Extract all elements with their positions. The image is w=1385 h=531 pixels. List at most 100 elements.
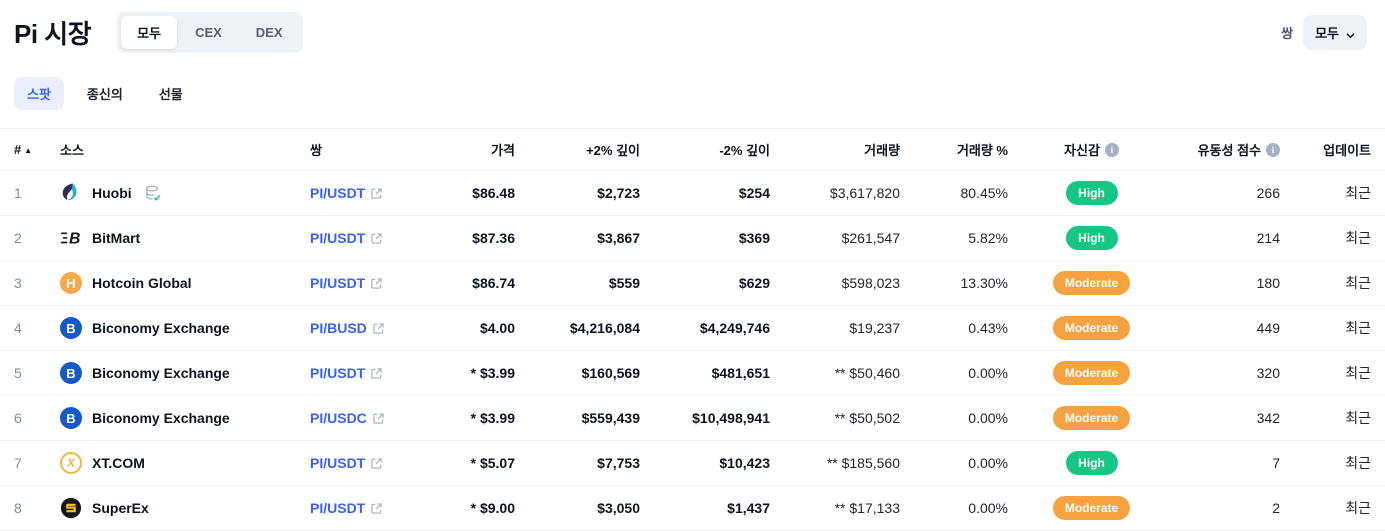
column-confidence[interactable]: 자신감 i [1008,128,1175,171]
updated-cell: 최근 [1280,395,1385,441]
pair-link[interactable]: PI/BUSD [310,320,384,336]
rank-cell: 4 [0,305,60,351]
volume-cell: $598,023 [770,260,900,306]
depth-pos-cell: $3,867 [515,215,640,261]
confidence-badge: Moderate [1052,406,1131,430]
tab-perpetual[interactable]: 종신의 [86,87,123,102]
pair-link[interactable]: PI/USDT [310,185,382,201]
table-header: # ▲ 소스 쌍 가격 +2% 깊이 -2% 깊이 거래량 거래량 % 자신감 i … [0,128,1385,171]
table-row: 8 SuperEx PI/USDT * $9.00 $3,050 $1,437 … [0,485,1385,531]
market-tabs: 스팟 종신의 선물 [0,53,1385,110]
bitmart-logo-icon: B [60,227,82,249]
exchange-name[interactable]: BitMart [92,230,141,246]
liquidity-cell: 2 [1175,485,1280,531]
confidence-badge: High [1065,181,1118,205]
confidence-header-label: 자신감 [1064,143,1100,158]
updated-cell: 최근 [1280,260,1385,306]
pair-label: PI/USDC [310,410,367,426]
updated-cell: 최근 [1280,485,1385,531]
depth-pos-cell: $2,723 [515,170,640,216]
toggle-option-dex[interactable]: DEX [255,25,283,40]
external-link-icon [371,502,382,514]
info-icon[interactable]: i [1266,142,1280,157]
volume-cell: ** $17,133 [770,485,900,531]
exchange-name[interactable]: XT.COM [92,455,145,471]
reserves-data-icon[interactable] [144,185,162,201]
rank-cell: 7 [0,440,60,486]
price-cell: $86.74 [420,260,515,306]
depth-neg-cell: $10,423 [640,440,770,486]
superex-logo-icon [60,497,82,519]
header-right: 쌍 모두 [1281,15,1367,50]
depth-pos-cell: $559 [515,260,640,306]
table-row: 7 X XT.COM PI/USDT * $5.07 $7,753 $10,42… [0,440,1385,486]
updated-cell: 최근 [1280,350,1385,396]
confidence-badge: High [1065,226,1118,250]
rank-cell: 8 [0,485,60,531]
column-price[interactable]: 가격 [420,128,515,171]
pair-label: PI/USDT [310,500,366,516]
volume-cell: ** $50,502 [770,395,900,441]
column-depth-neg[interactable]: -2% 깊이 [640,128,770,171]
pair-link[interactable]: PI/USDC [310,410,384,426]
volume-cell: $261,547 [770,215,900,261]
chevron-down-icon [1346,28,1355,39]
exchange-name[interactable]: Hotcoin Global [92,275,192,291]
external-link-icon [371,187,382,199]
volume-pct-cell: 0.00% [900,440,1008,486]
depth-pos-cell: $7,753 [515,440,640,486]
huobi-logo-icon [60,182,82,204]
pair-link[interactable]: PI/USDT [310,275,382,291]
liquidity-cell: 320 [1175,350,1280,396]
info-icon[interactable]: i [1104,142,1119,157]
depth-neg-cell: $629 [640,260,770,306]
column-pair[interactable]: 쌍 [310,128,420,171]
column-rank[interactable]: # ▲ [0,128,60,171]
external-link-icon [371,232,382,244]
exchange-name[interactable]: Huobi [92,185,132,201]
tab-futures[interactable]: 선물 [158,87,183,102]
table-row: 5 B Biconomy Exchange PI/USDT * $3.99 $1… [0,350,1385,396]
column-liquidity[interactable]: 유동성 점수 i [1175,128,1280,171]
exchange-name[interactable]: SuperEx [92,500,149,516]
confidence-badge: Moderate [1052,496,1131,520]
confidence-badge: Moderate [1052,316,1131,340]
price-cell: $4.00 [420,305,515,351]
column-volume-pct[interactable]: 거래량 % [900,128,1008,171]
svg-text:B: B [69,231,80,248]
exchange-name[interactable]: Biconomy Exchange [92,365,230,381]
pair-link[interactable]: PI/USDT [310,500,382,516]
pair-filter-dropdown[interactable]: 모두 [1303,15,1367,50]
pair-link[interactable]: PI/USDT [310,230,382,246]
table-row: 2 B BitMart PI/USDT $87.36 $3,867 $369 $… [0,215,1385,261]
exchange-name[interactable]: Biconomy Exchange [92,410,230,426]
xtcom-logo-icon: X [60,452,82,474]
depth-neg-cell: $1,437 [640,485,770,531]
liquidity-cell: 266 [1175,170,1280,216]
depth-neg-cell: $4,249,746 [640,305,770,351]
toggle-option-all[interactable]: 모두 [121,16,178,49]
column-source[interactable]: 소스 [60,128,310,171]
tab-spot[interactable]: 스팟 [14,77,64,110]
column-updated[interactable]: 업데이트 [1280,128,1385,171]
toggle-option-cex[interactable]: CEX [195,25,222,40]
biconomy-logo-icon: B [60,407,82,429]
table-row: 4 B Biconomy Exchange PI/BUSD $4.00 $4,2… [0,305,1385,351]
exchange-name[interactable]: Biconomy Exchange [92,320,230,336]
price-cell: * $3.99 [420,395,515,441]
depth-neg-cell: $254 [640,170,770,216]
pair-link[interactable]: PI/USDT [310,455,382,471]
updated-cell: 최근 [1280,305,1385,351]
pair-link[interactable]: PI/USDT [310,365,382,381]
rank-cell: 1 [0,170,60,216]
pair-label: PI/USDT [310,185,366,201]
depth-neg-cell: $10,498,941 [640,395,770,441]
column-volume[interactable]: 거래량 [770,128,900,171]
column-depth-pos[interactable]: +2% 깊이 [515,128,640,171]
pair-label: PI/USDT [310,275,366,291]
volume-pct-cell: 13.30% [900,260,1008,306]
volume-pct-cell: 0.00% [900,395,1008,441]
volume-pct-cell: 80.45% [900,170,1008,216]
updated-cell: 최근 [1280,440,1385,486]
updated-cell: 최근 [1280,215,1385,261]
